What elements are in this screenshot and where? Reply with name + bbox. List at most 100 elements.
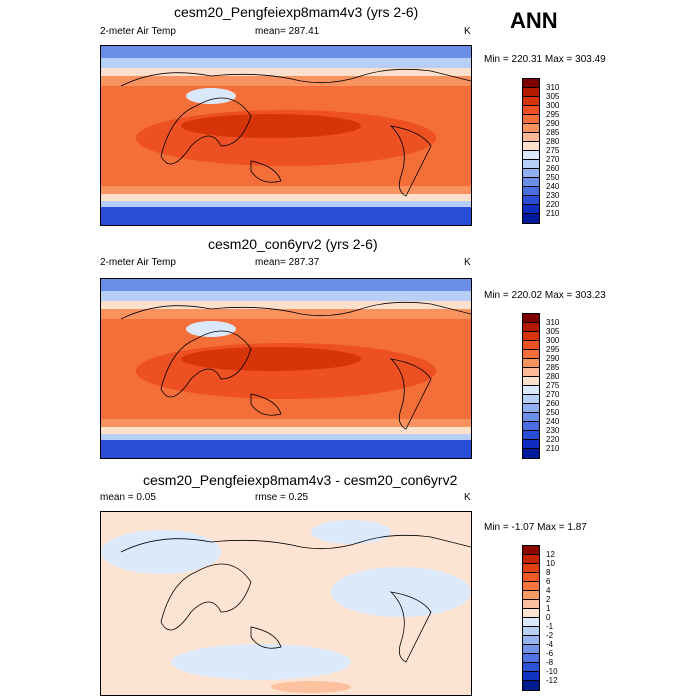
colorbar-swatch [523,115,539,124]
colorbar-tick-label: 210 [546,209,560,218]
colorbar-tick-label: 295 [546,110,560,119]
colorbar-tick-label: 270 [546,390,560,399]
panel-3-mean-label: mean = 0.05 [100,492,156,503]
colorbar-tick-label: 280 [546,372,560,381]
colorbar-swatch [523,404,539,413]
panel-2-title: cesm20_con6yrv2 (yrs 2-6) [208,236,378,252]
panel-1-map-field [101,46,471,225]
colorbar-tick-label: 230 [546,191,560,200]
colorbar-swatch [523,431,539,440]
colorbar-swatch [523,314,539,323]
colorbar-tick-label: 305 [546,327,560,336]
colorbar-swatch [523,663,539,672]
colorbar-tick-label: -10 [546,667,558,676]
colorbar-swatch [523,160,539,169]
panel-3-colorbar [522,545,540,691]
panel-2-mean-label: mean= 287.37 [255,257,320,268]
colorbar-tick-label: 285 [546,128,560,137]
colorbar-swatch [523,627,539,636]
panel-1-colorbar [522,78,540,224]
colorbar-tick-label: 300 [546,101,560,110]
panel-1-units-label: K [464,26,471,37]
colorbar-swatch [523,359,539,368]
colorbar-swatch [523,133,539,142]
colorbar-tick-label: 1 [546,604,551,613]
colorbar-swatch [523,88,539,97]
panel-1-map [100,45,472,226]
panel-2-variable-label: 2-meter Air Temp [100,257,176,268]
colorbar-tick-label: -8 [546,658,554,667]
panel-2-map-field [101,279,471,458]
panel-3-map-field [101,512,471,695]
colorbar-tick-label: 275 [546,381,560,390]
colorbar-swatch [523,169,539,178]
panel-2-map [100,278,472,459]
colorbar-tick-label: 285 [546,363,560,372]
panel-1-minmax: Min = 220.31 Max = 303.49 [484,54,606,65]
colorbar-swatch [523,187,539,196]
colorbar-tick-label: 210 [546,444,560,453]
colorbar-swatch [523,672,539,681]
colorbar-tick-label: 310 [546,83,560,92]
panel-3-map [100,511,472,696]
colorbar-swatch [523,79,539,88]
colorbar-tick-label: 300 [546,336,560,345]
colorbar-swatch [523,97,539,106]
colorbar-tick-label: 260 [546,164,560,173]
colorbar-tick-label: 250 [546,173,560,182]
colorbar-tick-label: 260 [546,399,560,408]
colorbar-swatch [523,555,539,564]
colorbar-tick-label: 290 [546,354,560,363]
colorbar-tick-label: -1 [546,622,554,631]
panel-1-mean-label: mean= 287.41 [255,26,320,37]
colorbar-tick-label: 4 [546,586,551,595]
colorbar-swatch [523,654,539,663]
colorbar-swatch [523,609,539,618]
colorbar-swatch [523,618,539,627]
colorbar-tick-label: 275 [546,146,560,155]
colorbar-swatch [523,151,539,160]
colorbar-swatch [523,377,539,386]
colorbar-tick-label: 240 [546,182,560,191]
colorbar-tick-label: -4 [546,640,554,649]
colorbar-swatch [523,440,539,449]
colorbar-tick-label: 10 [546,559,555,568]
colorbar-swatch [523,413,539,422]
colorbar-swatch [523,214,539,223]
panel-3-units-label: K [464,492,471,503]
colorbar-tick-label: 12 [546,550,555,559]
colorbar-swatch [523,178,539,187]
colorbar-tick-label: 240 [546,417,560,426]
panel-2-colorbar [522,313,540,459]
colorbar-swatch [523,546,539,555]
colorbar-swatch [523,591,539,600]
season-label: ANN [510,8,558,33]
colorbar-swatch [523,582,539,591]
panel-3-rmse-label: rmse = 0.25 [255,492,309,503]
colorbar-tick-label: -12 [546,676,558,685]
colorbar-swatch [523,600,539,609]
panel-2-units-label: K [464,257,471,268]
colorbar-swatch [523,645,539,654]
panel-3-minmax: Min = -1.07 Max = 1.87 [484,522,587,533]
colorbar-tick-label: 6 [546,577,551,586]
panel-1-title: cesm20_Pengfeiexp8mam4v3 (yrs 2-6) [174,4,419,20]
colorbar-swatch [523,386,539,395]
colorbar-swatch [523,395,539,404]
colorbar-swatch [523,323,539,332]
colorbar-swatch [523,573,539,582]
colorbar-swatch [523,564,539,573]
colorbar-swatch [523,681,539,690]
colorbar-tick-label: 220 [546,435,560,444]
colorbar-swatch [523,106,539,115]
colorbar-swatch [523,422,539,431]
colorbar-tick-label: 305 [546,92,560,101]
colorbar-tick-label: 250 [546,408,560,417]
colorbar-tick-label: 2 [546,595,551,604]
colorbar-tick-label: 0 [546,613,551,622]
colorbar-swatch [523,196,539,205]
panel-3-title: cesm20_Pengfeiexp8mam4v3 - cesm20_con6yr… [143,472,458,488]
colorbar-swatch [523,205,539,214]
colorbar-swatch [523,449,539,458]
colorbar-tick-label: 8 [546,568,551,577]
